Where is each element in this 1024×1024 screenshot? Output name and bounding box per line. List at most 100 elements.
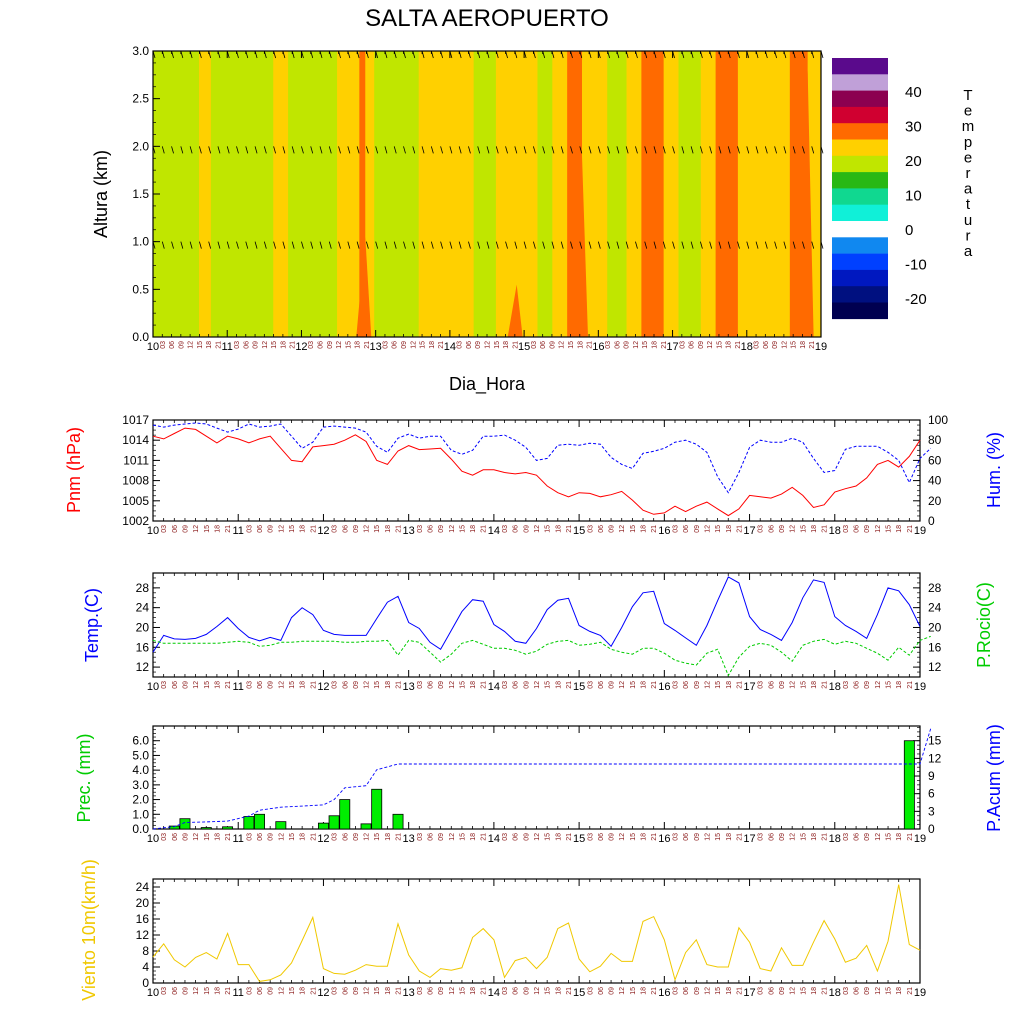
temperature-band — [495, 51, 514, 337]
legend-title-letter: m — [962, 118, 975, 135]
wind-barb — [328, 241, 332, 249]
hour-tick-label: 21 — [822, 681, 829, 689]
hour-tick-label: 15 — [374, 987, 381, 995]
wind-barb — [208, 146, 212, 154]
hour-tick-label: 12 — [875, 525, 882, 533]
hour-tick-label: 09 — [624, 341, 631, 349]
hour-tick-label: 06 — [427, 681, 434, 689]
hour-tick-label: 12 — [364, 987, 371, 995]
hour-tick-label: 06 — [392, 341, 399, 349]
hour-tick-label: 12 — [704, 681, 711, 689]
wind-barb — [690, 241, 694, 249]
left-y-tick-label: 2.5 — [132, 92, 149, 106]
series-line — [152, 427, 921, 517]
wind-barb — [764, 241, 768, 249]
hour-tick-label: 06 — [513, 833, 520, 841]
hour-tick-label: 18 — [896, 525, 903, 533]
wind-barb — [616, 146, 620, 154]
humidity-ylabel: Hum. (%) — [984, 432, 1004, 508]
hour-tick-label: 09 — [549, 341, 556, 349]
wind-barb — [440, 146, 443, 154]
day-tick-label: 15 — [573, 833, 585, 845]
hour-tick-label: 06 — [172, 833, 179, 841]
hour-tick-label: 03 — [161, 987, 168, 995]
precipitation-bar — [243, 816, 255, 830]
hour-tick-label: 18 — [385, 525, 392, 533]
right-y-tick-label: 60 — [928, 453, 942, 467]
hour-tick-label: 06 — [854, 833, 861, 841]
hour-tick-label: 03 — [246, 987, 253, 995]
left-y-tick-label: 1017 — [122, 413, 149, 427]
temperature-band — [641, 51, 665, 337]
right-y-tick-label: 9 — [928, 769, 935, 783]
hour-tick-label: 12 — [449, 525, 456, 533]
hour-tick-label: 21 — [566, 833, 573, 841]
hour-tick-label: 03 — [843, 833, 850, 841]
legend-title-letter: a — [964, 181, 973, 198]
wind-barb — [672, 241, 675, 249]
wind-barb — [449, 241, 453, 249]
hour-tick-label: 18 — [214, 987, 221, 995]
hour-tick-label: 06 — [768, 525, 775, 533]
series-line — [152, 576, 921, 653]
wind-barb — [579, 146, 583, 154]
hour-tick-label: 06 — [513, 681, 520, 689]
hour-tick-label: 06 — [614, 341, 621, 349]
hour-tick-label: 21 — [651, 833, 658, 841]
legend-label: 20 — [905, 153, 922, 170]
wind-barb — [477, 146, 481, 154]
hour-tick-label: 12 — [790, 833, 797, 841]
hour-tick-label: 09 — [268, 681, 275, 689]
legend-label: 0 — [905, 222, 913, 239]
hour-tick-label: 15 — [420, 341, 427, 349]
hour-tick-label: 12 — [875, 987, 882, 995]
day-tick-label: 14 — [488, 681, 500, 693]
hour-tick-label: 15 — [800, 987, 807, 995]
hour-tick-label: 18 — [300, 987, 307, 995]
hour-tick-label: 03 — [234, 341, 241, 349]
legend-title-letter: e — [964, 103, 972, 120]
wind-barb — [690, 146, 694, 154]
precipitation-bar — [360, 823, 372, 830]
temperature-band — [537, 51, 553, 337]
wind-ylabel: Viento 10m(km/h) — [79, 859, 99, 1001]
wind-barb — [412, 241, 416, 249]
hour-tick-label: 03 — [672, 833, 679, 841]
day-tick-label: 18 — [829, 833, 841, 845]
legend-swatch — [832, 155, 888, 173]
hour-tick-label: 06 — [466, 341, 473, 349]
wind-barb — [356, 241, 360, 249]
wind-barb — [774, 146, 777, 154]
hour-tick-label: 15 — [791, 341, 798, 349]
hour-tick-label: 09 — [178, 341, 185, 349]
hour-tick-label: 15 — [630, 833, 637, 841]
hour-tick-label: 12 — [449, 833, 456, 841]
left-y-tick-label: 5.0 — [132, 748, 149, 762]
hour-tick-label: 03 — [531, 341, 538, 349]
legend-title-letter: p — [964, 134, 972, 151]
right-y-tick-label: 6 — [928, 787, 935, 801]
hour-tick-label: 03 — [417, 525, 424, 533]
wind-barb — [783, 146, 787, 154]
legend-swatch — [832, 90, 888, 108]
day-tick-label: 16 — [658, 987, 670, 999]
wind-barb — [514, 241, 518, 249]
hour-tick-label: 06 — [598, 525, 605, 533]
hour-tick-label: 03 — [332, 681, 339, 689]
hour-tick-label: 06 — [172, 681, 179, 689]
wind-barb — [301, 241, 304, 249]
wind-barb — [681, 146, 685, 154]
left-y-tick-label: 2.0 — [132, 139, 149, 153]
day-tick-label: 14 — [488, 987, 500, 999]
hour-tick-label: 18 — [641, 987, 648, 995]
hour-tick-label: 18 — [800, 341, 807, 349]
legend-swatch — [832, 221, 888, 238]
wind-barb — [514, 146, 518, 154]
hour-tick-label: 18 — [470, 987, 477, 995]
hour-tick-label: 15 — [494, 341, 501, 349]
wind-barb — [347, 146, 351, 154]
temperature-band — [337, 51, 360, 337]
wind-barb — [161, 241, 165, 249]
hour-tick-label: 18 — [385, 681, 392, 689]
